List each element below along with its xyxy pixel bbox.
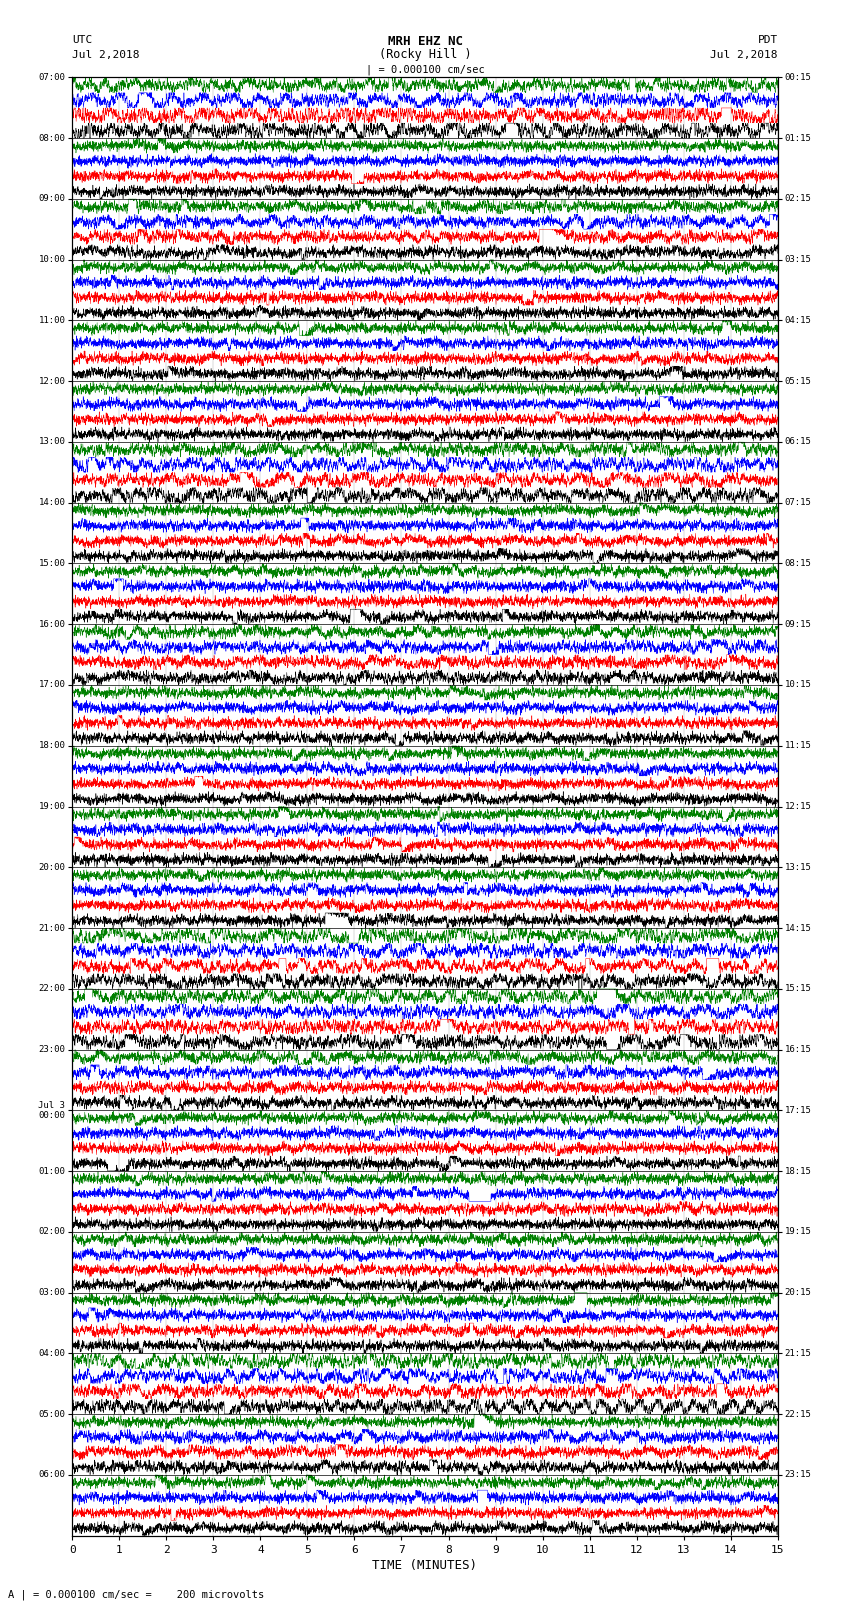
Text: MRH EHZ NC: MRH EHZ NC xyxy=(388,35,462,48)
X-axis label: TIME (MINUTES): TIME (MINUTES) xyxy=(372,1558,478,1571)
Text: Jul 2,2018: Jul 2,2018 xyxy=(72,50,139,60)
Text: Jul 2,2018: Jul 2,2018 xyxy=(711,50,778,60)
Text: UTC: UTC xyxy=(72,35,93,45)
Text: (Rocky Hill ): (Rocky Hill ) xyxy=(379,48,471,61)
Text: A | = 0.000100 cm/sec =    200 microvolts: A | = 0.000100 cm/sec = 200 microvolts xyxy=(8,1589,264,1600)
Text: | = 0.000100 cm/sec: | = 0.000100 cm/sec xyxy=(366,65,484,76)
Text: PDT: PDT xyxy=(757,35,778,45)
